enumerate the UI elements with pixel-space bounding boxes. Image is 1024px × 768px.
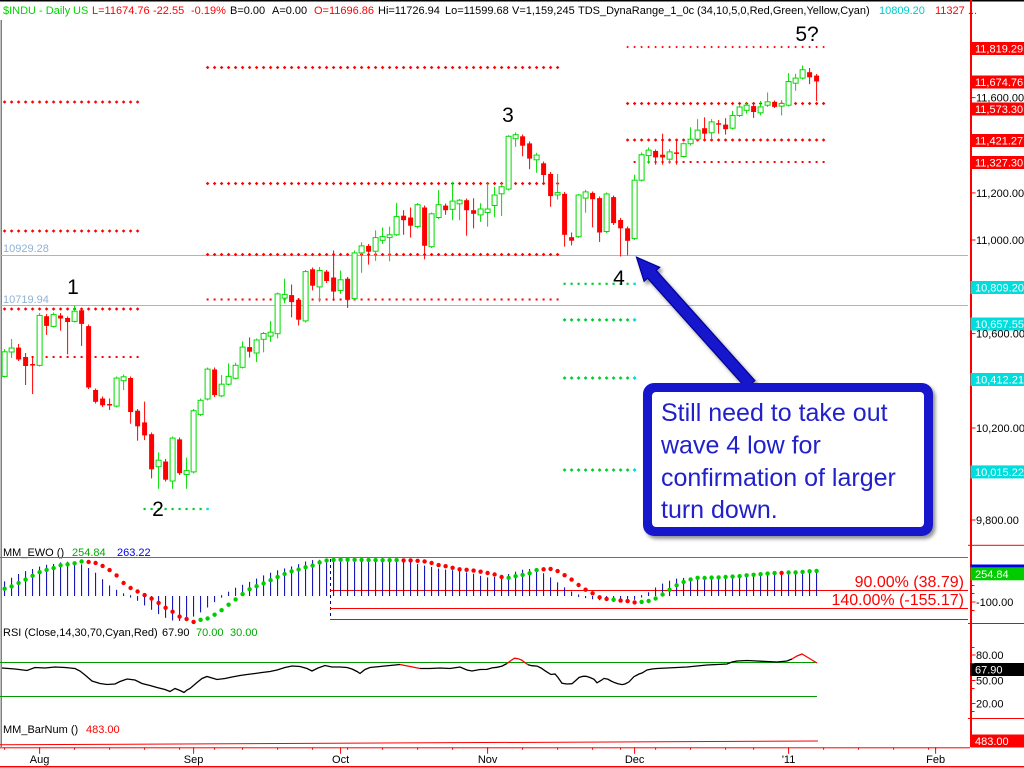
svg-text:11,600.00: 11,600.00 bbox=[976, 93, 1024, 105]
svg-text:483.00: 483.00 bbox=[86, 724, 120, 736]
svg-text:10,015.22: 10,015.22 bbox=[975, 467, 1024, 479]
svg-text:67.90: 67.90 bbox=[975, 665, 1003, 677]
svg-text:V=1,159,245: V=1,159,245 bbox=[512, 5, 575, 17]
svg-text:11,327.30: 11,327.30 bbox=[975, 158, 1023, 170]
svg-text:50.00: 50.00 bbox=[976, 676, 1004, 688]
svg-text:turn down.: turn down. bbox=[661, 496, 778, 524]
svg-text:263.22: 263.22 bbox=[117, 547, 151, 559]
svg-text:wave 4 low for: wave 4 low for bbox=[660, 432, 821, 460]
svg-text:confirmation of larger: confirmation of larger bbox=[661, 464, 896, 492]
svg-text:10,412.21: 10,412.21 bbox=[975, 375, 1024, 387]
svg-text:9,800.00: 9,800.00 bbox=[976, 515, 1019, 527]
svg-text:254.84: 254.84 bbox=[72, 547, 106, 559]
svg-text:-22.55: -22.55 bbox=[153, 5, 184, 17]
svg-text:11,421.27: 11,421.27 bbox=[975, 136, 1023, 148]
svg-text:Still need to take out: Still need to take out bbox=[661, 399, 888, 427]
svg-text:11,200.00: 11,200.00 bbox=[976, 188, 1024, 200]
svg-text:Hi=11726.94: Hi=11726.94 bbox=[378, 5, 440, 17]
svg-text:20.00: 20.00 bbox=[976, 699, 1004, 711]
svg-text:90.00% (38.79): 90.00% (38.79) bbox=[855, 574, 964, 591]
svg-text:10,657.55: 10,657.55 bbox=[975, 319, 1024, 331]
svg-text:MM_EWO (): MM_EWO () bbox=[3, 547, 64, 559]
svg-text:483.00: 483.00 bbox=[975, 736, 1009, 748]
svg-text:5?: 5? bbox=[795, 23, 818, 46]
svg-text:10929.28: 10929.28 bbox=[3, 243, 49, 255]
svg-text:140.00% (-155.17): 140.00% (-155.17) bbox=[831, 592, 964, 609]
svg-text:US: US bbox=[73, 5, 88, 17]
svg-text:Oct: Oct bbox=[332, 754, 349, 766]
svg-text:11327 ...: 11327 ... bbox=[935, 5, 977, 17]
svg-text:Dec: Dec bbox=[625, 754, 645, 766]
svg-text:70.00: 70.00 bbox=[196, 627, 224, 639]
svg-text:MM_BarNum (): MM_BarNum () bbox=[3, 724, 78, 736]
svg-text:Feb: Feb bbox=[926, 754, 945, 766]
svg-text:10719.94: 10719.94 bbox=[3, 294, 49, 306]
svg-text:-0.19%: -0.19% bbox=[191, 5, 226, 17]
svg-text:$INDU - Daily: $INDU - Daily bbox=[3, 5, 71, 17]
svg-text:10809.20: 10809.20 bbox=[879, 5, 925, 17]
svg-text:11,819.29: 11,819.29 bbox=[975, 44, 1023, 56]
svg-text:Lo=11599.68: Lo=11599.68 bbox=[445, 5, 509, 17]
svg-text:A=0.00: A=0.00 bbox=[272, 5, 307, 17]
svg-text:10,809.20: 10,809.20 bbox=[975, 283, 1024, 295]
svg-text:10,600.00: 10,600.00 bbox=[976, 329, 1024, 341]
svg-text:254.84: 254.84 bbox=[975, 569, 1009, 581]
svg-text:RSI (Close,14,30,70,Cyan,Red): RSI (Close,14,30,70,Cyan,Red) bbox=[3, 627, 158, 639]
svg-text:TDS_DynaRange_1_0c: TDS_DynaRange_1_0c bbox=[578, 5, 695, 17]
svg-text:67.90: 67.90 bbox=[162, 627, 190, 639]
svg-text:80.00: 80.00 bbox=[976, 650, 1004, 662]
svg-text:11,674.76: 11,674.76 bbox=[975, 77, 1023, 89]
svg-text:2: 2 bbox=[152, 498, 164, 521]
svg-text:30.00: 30.00 bbox=[230, 627, 258, 639]
svg-text:(34,10,5,0,Red,Green,Yellow,Cy: (34,10,5,0,Red,Green,Yellow,Cyan) bbox=[697, 5, 870, 17]
svg-text:10,200.00: 10,200.00 bbox=[976, 423, 1024, 435]
svg-text:1: 1 bbox=[67, 276, 79, 299]
svg-text:Sep: Sep bbox=[184, 754, 204, 766]
svg-text:'11: '11 bbox=[782, 754, 796, 766]
svg-text:-100.00: -100.00 bbox=[976, 597, 1013, 609]
svg-text:11,573.30: 11,573.30 bbox=[975, 104, 1023, 116]
svg-text:O=11696.86: O=11696.86 bbox=[314, 5, 374, 17]
svg-text:B=0.00: B=0.00 bbox=[230, 5, 265, 17]
svg-text:Nov: Nov bbox=[478, 754, 498, 766]
svg-text:Aug: Aug bbox=[30, 754, 50, 766]
svg-text:4: 4 bbox=[613, 267, 625, 290]
svg-text:3: 3 bbox=[502, 104, 514, 127]
svg-text:11,000.00: 11,000.00 bbox=[976, 235, 1024, 247]
svg-text:L=11674.76: L=11674.76 bbox=[92, 5, 150, 17]
